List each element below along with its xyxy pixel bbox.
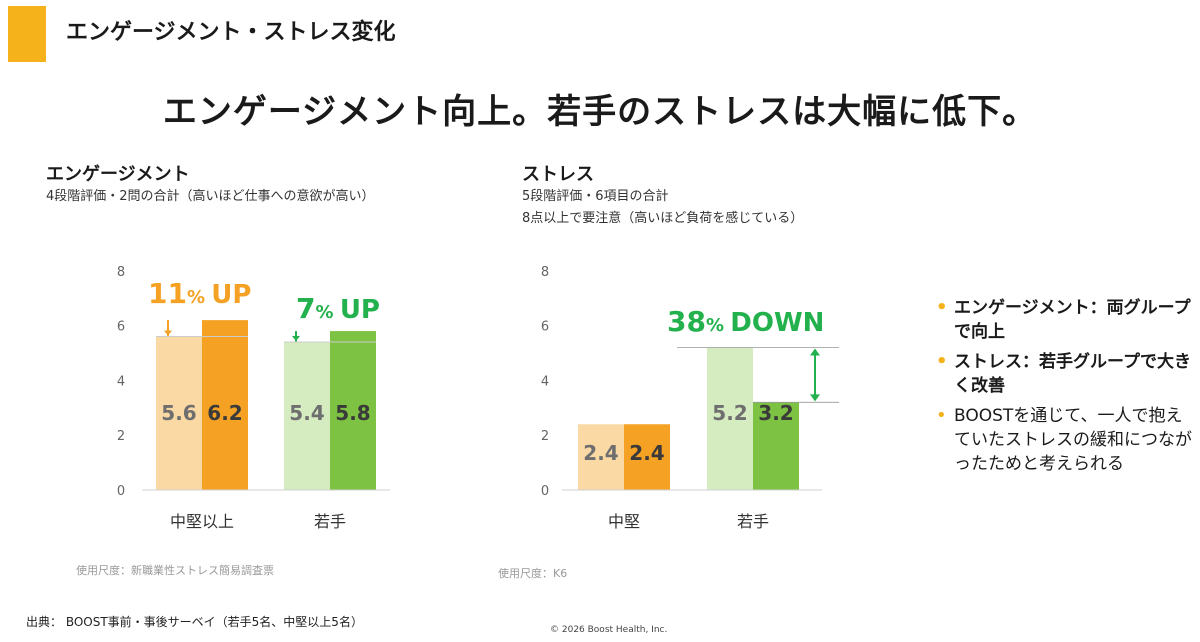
chart-0-ytick-label: 8 bbox=[117, 265, 125, 280]
chart-0-bar bbox=[202, 320, 248, 490]
chart-0-ytick-label: 4 bbox=[117, 374, 125, 389]
chart-1-value-label: 5.2 bbox=[712, 401, 747, 425]
chart-0-value-label: 5.8 bbox=[335, 401, 370, 425]
chart-1-ytick-label: 4 bbox=[541, 374, 549, 389]
chart-1-change-arrowhead bbox=[810, 348, 820, 356]
chart-1-change-label: 38% DOWN bbox=[667, 305, 824, 338]
chart-1-bar bbox=[578, 424, 624, 490]
chart-0-change-label: 7% UP bbox=[296, 292, 380, 325]
summary-bullets: エンゲージメント：両グループで向上 ストレス：若手グループで大きく改善 BOOS… bbox=[932, 296, 1192, 482]
engagement-chart-subtitle: 4段階評価・2問の合計（高いほど仕事への意欲が高い） bbox=[46, 189, 375, 204]
chart-1-bar bbox=[753, 402, 799, 490]
chart-0-ytick-label: 0 bbox=[117, 484, 125, 499]
chart-1-ytick-label: 6 bbox=[541, 320, 549, 335]
stress-chart-title: ストレス bbox=[522, 164, 594, 185]
chart-1-value-label: 3.2 bbox=[758, 401, 793, 425]
stress-chart-subtitle-1: 5段階評価・6項目の合計 bbox=[522, 189, 669, 204]
stress-chart-subtitle-2: 8点以上で要注意（高いほど負荷を感じている） bbox=[522, 211, 804, 226]
chart-1-value-label: 2.4 bbox=[629, 441, 664, 465]
copyright: © 2026 Boost Health, Inc. bbox=[550, 625, 668, 635]
accent-block bbox=[8, 6, 46, 62]
engagement-scale-note: 使用尺度：新職業性ストレス簡易調査票 bbox=[76, 564, 274, 577]
stress-scale-note: 使用尺度：K6 bbox=[498, 567, 568, 580]
chart-0-bar bbox=[330, 331, 376, 490]
bullet-engagement: エンゲージメント：両グループで向上 bbox=[932, 296, 1192, 344]
chart-0-bar bbox=[156, 336, 202, 490]
chart-0-ytick-label: 2 bbox=[117, 429, 125, 444]
chart-1-ytick-label: 0 bbox=[541, 484, 549, 499]
chart-0-value-label: 5.4 bbox=[289, 401, 324, 425]
chart-1-value-label: 2.4 bbox=[583, 441, 618, 465]
chart-0-ytick-label: 6 bbox=[117, 320, 125, 335]
bullet-stress: ストレス：若手グループで大きく改善 bbox=[932, 350, 1192, 398]
bullet-boost: BOOSTを通じて、一人で抱えていたストレスの緩和につながったためと考えられる bbox=[932, 404, 1192, 476]
chart-0-category-label: 中堅以上 bbox=[170, 512, 234, 531]
chart-1-category-label: 中堅 bbox=[608, 512, 640, 531]
headline: エンゲージメント向上。若手のストレスは大幅に低下。 bbox=[162, 92, 1038, 132]
chart-0-value-label: 5.6 bbox=[161, 401, 196, 425]
chart-1-category-label: 若手 bbox=[737, 512, 769, 531]
section-title: エンゲージメント・ストレス変化 bbox=[66, 20, 396, 45]
chart-1-ytick-label: 2 bbox=[541, 429, 549, 444]
chart-0-bar bbox=[284, 342, 330, 490]
chart-1-bar bbox=[624, 424, 670, 490]
chart-0-change-arrowhead bbox=[292, 336, 300, 342]
chart-0-change-arrowhead bbox=[164, 330, 172, 336]
chart-1-change-arrowhead bbox=[810, 394, 820, 402]
engagement-chart-title: エンゲージメント bbox=[46, 164, 190, 185]
chart-0-change-label: 11% UP bbox=[148, 277, 251, 310]
chart-1-ytick-label: 8 bbox=[541, 265, 549, 280]
source-note: 出典： BOOST事前・事後サーベイ（若手5名、中堅以上5名） bbox=[26, 615, 363, 629]
chart-0-value-label: 6.2 bbox=[207, 401, 242, 425]
chart-1-bar bbox=[707, 347, 753, 490]
chart-0-category-label: 若手 bbox=[314, 512, 346, 531]
